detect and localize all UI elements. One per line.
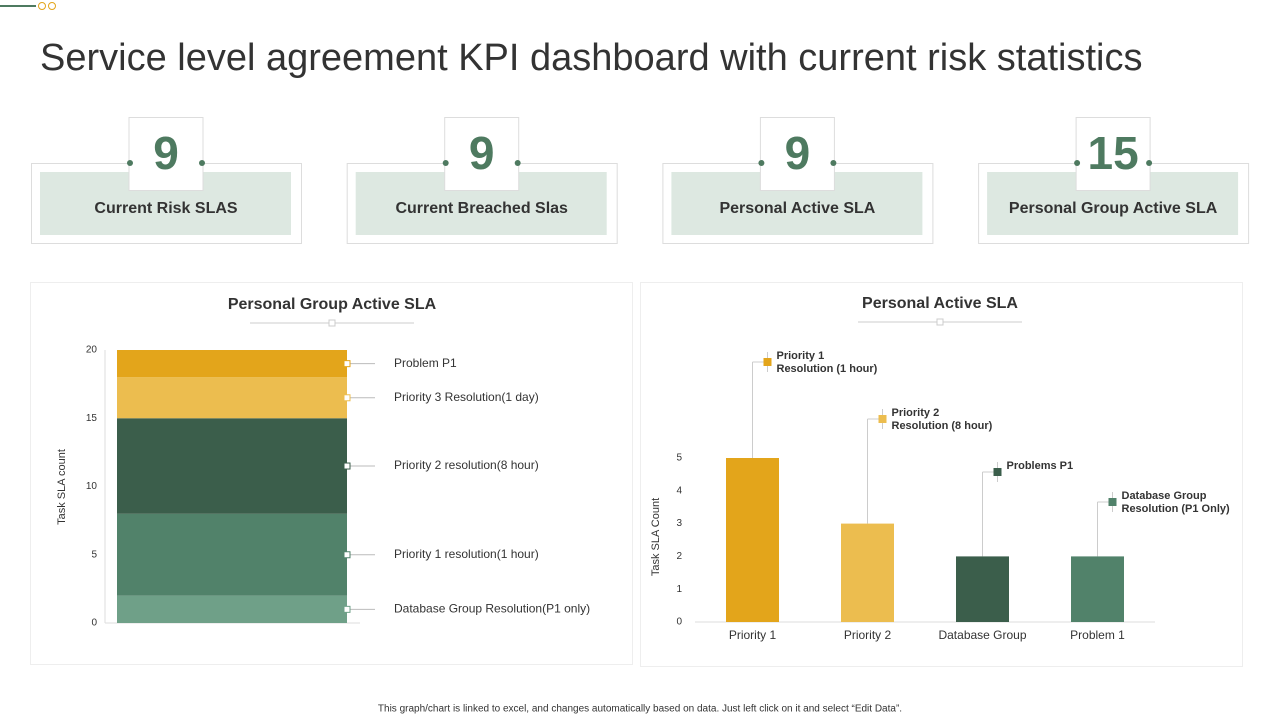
legend-marker [343,605,351,613]
bar [956,556,1009,622]
annotation: Database Group [1122,490,1207,502]
x-tick-label: Priority 1 [729,628,777,642]
kpi-label: Personal Active SLA [719,200,875,217]
kpi-number-box [759,117,835,191]
y-axis-label: Task SLA count [56,449,68,525]
title-rule-mark [328,319,336,327]
y-tick-label: 20 [86,345,98,356]
bar-segment [117,595,347,623]
kpi-number-box [128,117,204,191]
x-tick-label: Problem 1 [1070,628,1125,642]
annotation-marker [993,468,1002,476]
panel [30,282,633,665]
kpi-value: 15 [1088,127,1139,179]
bar [726,458,779,622]
bar-segment [117,377,347,419]
kpi-value: 9 [153,127,179,179]
legend-marker [343,394,351,402]
decor-dot [38,2,46,10]
kpi-dot [442,160,449,166]
legend-marker [343,360,351,368]
kpi-value: 9 [469,127,495,179]
bar-segment [117,418,347,514]
kpi-dot [1146,160,1153,166]
y-tick-label: 5 [91,549,97,560]
bar-segment [117,513,347,596]
y-tick-label: 5 [676,453,682,464]
kpi-dot [758,160,765,166]
y-tick-label: 10 [86,481,98,492]
legend-marker [343,551,351,559]
kpi-value: 9 [785,127,811,179]
decor-dot [48,2,56,10]
y-tick-label: 0 [91,618,97,629]
kpi-dot [199,160,205,166]
footnote: This graph/chart is linked to excel, and… [378,704,902,715]
annotation-marker [878,415,887,423]
bar [1071,556,1124,622]
page-title: Service level agreement KPI dashboard wi… [40,37,1142,79]
chart-title: Personal Active SLA [862,295,1018,312]
annotation: Priority 1 [777,350,825,362]
annotation: Resolution (1 hour) [777,363,878,375]
kpi-label: Current Breached Slas [395,200,568,217]
y-tick-label: 3 [676,518,682,529]
chart-title: Personal Group Active SLA [228,296,437,313]
legend-label: Priority 1 resolution(1 hour) [394,547,539,561]
panel [640,282,1243,667]
legend-label: Problem P1 [394,356,457,370]
y-tick-label: 4 [676,485,682,496]
annotation: Resolution (8 hour) [892,420,993,432]
legend-label: Database Group Resolution(P1 only) [394,602,590,616]
y-tick-label: 15 [86,413,98,424]
kpi-dot [1074,160,1081,166]
kpi-number-box [444,117,520,191]
annotation: Problems P1 [1007,460,1074,472]
y-axis-label: Task SLA Count [650,498,662,576]
annotation-marker [763,358,772,366]
y-tick-label: 1 [676,584,682,595]
y-tick-label: 2 [676,551,682,562]
title-rule-mark [936,318,944,326]
kpi-dot [830,160,837,166]
annotation: Resolution (P1 Only) [1122,503,1231,515]
legend-marker [343,462,351,470]
annotation-marker [1108,498,1117,506]
legend-label: Priority 2 resolution(8 hour) [394,458,539,472]
kpi-label: Current Risk SLAS [94,200,237,217]
kpi-number-box [1075,117,1151,191]
kpi-dot [127,160,133,166]
kpi-label: Personal Group Active SLA [1009,200,1218,217]
legend-label: Priority 3 Resolution(1 day) [394,390,539,404]
kpi-dot [514,160,521,166]
y-tick-label: 0 [676,617,682,628]
x-tick-label: Database Group [938,628,1026,642]
bar [841,523,894,622]
annotation: Priority 2 [892,407,940,419]
bar-segment [117,350,347,378]
x-tick-label: Priority 2 [844,628,892,642]
